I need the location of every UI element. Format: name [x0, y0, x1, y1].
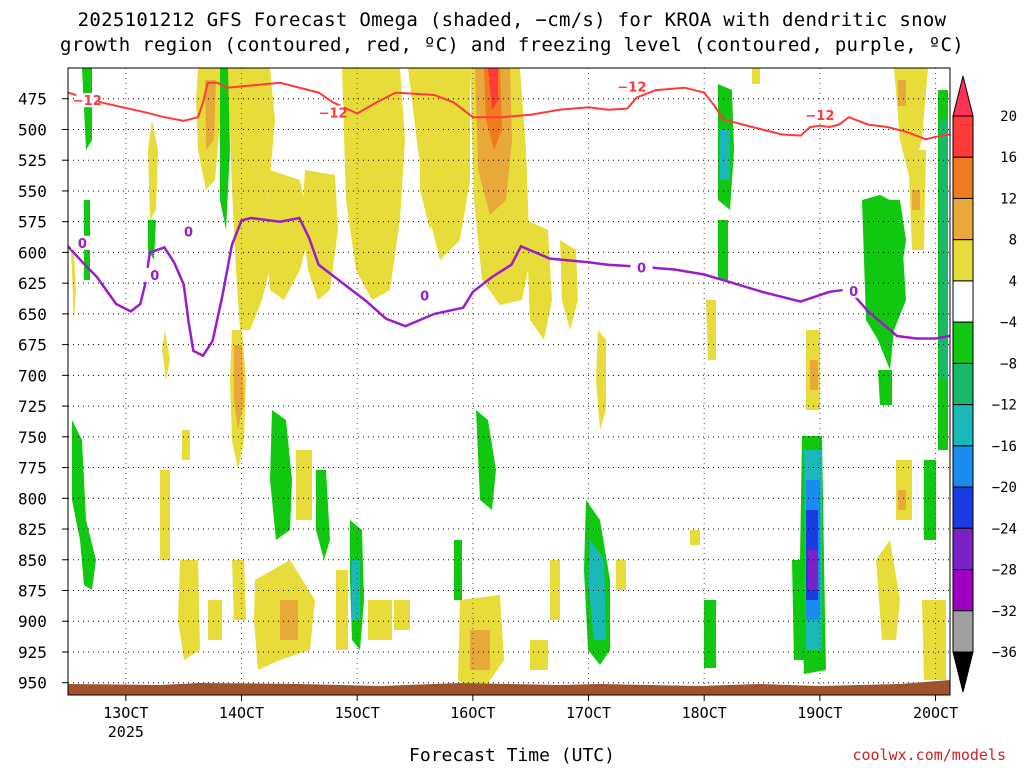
- y-tick-label: 475: [18, 90, 47, 109]
- colorbar-band: [952, 610, 974, 653]
- dgz-label: −12: [617, 81, 646, 96]
- colorbar-band: [952, 445, 974, 488]
- y-tick-label: 575: [18, 213, 47, 232]
- dgz-label-bg: [620, 79, 643, 94]
- colorbar-label: −32: [992, 604, 1017, 620]
- colorbar-label: 16: [1000, 150, 1017, 166]
- downward-omega-areas: [72, 68, 948, 674]
- colorbar-label: −16: [992, 439, 1017, 455]
- colorbar-label: 4: [1009, 274, 1017, 290]
- colorbar-band: [952, 115, 974, 158]
- x-tick-label: 19OCT: [797, 704, 842, 722]
- colorbar-label: −28: [992, 563, 1017, 579]
- terrain-ground: [68, 680, 950, 695]
- dgz-label: −12: [73, 94, 102, 109]
- colorbar-band: [952, 527, 974, 571]
- dotted-grid: [68, 68, 950, 695]
- dgz-label: −12: [319, 106, 348, 121]
- freezing-label: 0: [150, 269, 159, 284]
- colorbar-band: [952, 569, 974, 612]
- freezing-label: 0: [184, 226, 193, 241]
- colorbar-bottom-arrow: [952, 651, 974, 693]
- dgz-label-bg: [808, 107, 831, 122]
- colorbar: 20 16 12 8 4 −4 −8 −12 −16 −20 −24 −28 −32 −36: [952, 75, 1017, 693]
- colorbar-band: [952, 362, 974, 406]
- x-tick-sublabel: 2025: [108, 723, 144, 741]
- chart-title-line-2: growth region (contoured, red, ºC) and f…: [60, 34, 964, 56]
- freezing-level-contour: [68, 216, 950, 358]
- colorbar-label: 20: [1000, 109, 1017, 125]
- y-tick-label: 950: [18, 674, 47, 693]
- colorbar-band: [952, 404, 974, 447]
- x-tick-label: 13OCT: [103, 704, 148, 722]
- dgz-label: −12: [805, 109, 834, 124]
- x-tick-label: 14OCT: [219, 704, 264, 722]
- x-tick-label: 17OCT: [566, 704, 611, 722]
- y-tick-label: 800: [18, 489, 47, 508]
- y-tick-label: 775: [18, 459, 47, 478]
- x-tick-label: 15OCT: [335, 704, 380, 722]
- x-tick-label: 16OCT: [450, 704, 495, 722]
- freezing-label-bg: [413, 288, 436, 303]
- x-axis-title: Forecast Time (UTC): [409, 745, 615, 766]
- colorbar-label: 8: [1009, 233, 1017, 249]
- freezing-label-bg: [177, 224, 200, 239]
- y-tick-label: 625: [18, 274, 47, 293]
- y-tick-label: 925: [18, 643, 47, 662]
- freezing-label-bg: [842, 283, 865, 298]
- colorbar-band: [952, 197, 974, 241]
- y-tick-label: 700: [18, 366, 47, 385]
- colorbar-label: 12: [1000, 191, 1017, 207]
- plot-frame: [67, 67, 951, 696]
- y-tick-label: 500: [18, 120, 47, 139]
- y-tick-label: 550: [18, 182, 47, 201]
- colorbar-label: −8: [1000, 356, 1017, 372]
- colorbar-band: [952, 321, 974, 364]
- dgz-label-bg: [322, 105, 345, 120]
- colorbar-band: [952, 486, 974, 529]
- omega-shading: [71, 68, 948, 695]
- colorbar-band: [952, 156, 974, 199]
- colorbar-label: −36: [992, 645, 1017, 661]
- upward-omega-areas: [71, 68, 948, 695]
- y-tick-label: 750: [18, 428, 47, 447]
- y-tick-label: 725: [18, 397, 47, 416]
- freezing-label: 0: [637, 261, 646, 276]
- y-tick-label: 900: [18, 612, 47, 631]
- colorbar-band: [952, 280, 974, 323]
- freezing-label-bg: [143, 267, 166, 282]
- x-tick-label: 20OCT: [913, 704, 958, 722]
- colorbar-label: −20: [992, 480, 1017, 496]
- colorbar-label: −24: [992, 521, 1017, 537]
- y-tick-label: 650: [18, 305, 47, 324]
- y-tick-label: 675: [18, 336, 47, 355]
- y-tick-label: 600: [18, 243, 47, 262]
- source-credit: coolwx.com/models: [852, 746, 1006, 764]
- y-tick-label: 525: [18, 151, 47, 170]
- x-tick-label: 18OCT: [682, 704, 727, 722]
- freezing-label: 0: [78, 237, 87, 252]
- colorbar-label: −12: [992, 398, 1017, 414]
- dendritic-growth-minus12-contour: [68, 81, 950, 141]
- y-tick-label: 875: [18, 582, 47, 601]
- freezing-label-bg: [630, 260, 653, 275]
- colorbar-band: [952, 239, 974, 282]
- colorbar-top-arrow: [952, 75, 974, 117]
- freezing-label-bg: [71, 235, 94, 250]
- y-tick-label: 825: [18, 520, 47, 539]
- y-axis: 475 500 525 550 575 600 625 650 675 700 725 750 775 8…: [18, 90, 68, 693]
- y-tick-label: 850: [18, 551, 47, 570]
- freezing-label: 0: [420, 290, 429, 305]
- dgz-label-bg: [76, 93, 99, 108]
- freezing-label: 0: [849, 285, 858, 300]
- colorbar-label: −4: [1000, 315, 1017, 331]
- chart-title-line-1: 2025101212 GFS Forecast Omega (shaded, −…: [77, 9, 947, 31]
